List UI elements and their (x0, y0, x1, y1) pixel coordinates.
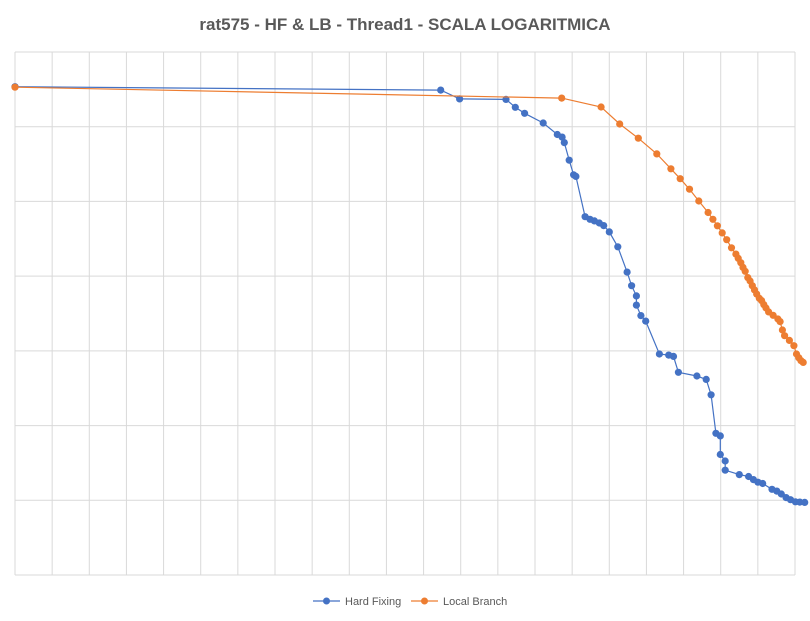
chart-title: rat575 - HF & LB - Thread1 - SCALA LOGAR… (199, 15, 610, 34)
data-point-hard-fixing (693, 372, 701, 380)
data-point-hard-fixing (511, 103, 519, 111)
data-point-hard-fixing (437, 86, 445, 94)
data-point-hard-fixing (721, 457, 729, 465)
data-point-hard-fixing (600, 222, 608, 230)
data-point-local-branch (790, 342, 798, 350)
data-point-local-branch (695, 197, 703, 205)
data-point-hard-fixing (669, 352, 678, 360)
data-point-local-branch (781, 332, 789, 340)
data-point-hard-fixing (759, 479, 767, 488)
data-point-local-branch (558, 94, 566, 102)
data-point-hard-fixing (456, 95, 464, 103)
plot-series (11, 83, 809, 506)
data-point-hard-fixing (801, 498, 809, 506)
data-point-hard-fixing (632, 292, 641, 300)
data-point-hard-fixing (614, 243, 622, 251)
data-point-hard-fixing (655, 350, 664, 358)
legend-label-local-branch: Local Branch (443, 596, 507, 608)
series-local-branch (11, 83, 807, 366)
data-point-local-branch (11, 83, 19, 91)
data-point-local-branch (776, 318, 784, 326)
data-point-hard-fixing (716, 450, 724, 459)
data-point-hard-fixing (735, 471, 743, 479)
data-point-hard-fixing (674, 368, 683, 376)
data-point-local-branch (597, 103, 605, 111)
data-point-hard-fixing (628, 282, 636, 290)
data-point-hard-fixing (623, 268, 631, 276)
data-point-local-branch (785, 336, 794, 344)
data-point-hard-fixing (707, 391, 715, 399)
data-point-local-branch (727, 244, 736, 252)
data-point-local-branch (778, 326, 787, 334)
legend: Hard Fixing Local Branch (313, 596, 507, 608)
data-point-local-branch (634, 134, 642, 142)
data-point-hard-fixing (572, 172, 580, 180)
data-point-hard-fixing (558, 133, 566, 141)
data-point-hard-fixing (642, 317, 650, 325)
data-point-local-branch (616, 120, 624, 128)
data-point-local-branch (723, 236, 731, 244)
data-point-local-branch (709, 215, 717, 223)
data-point-local-branch (676, 175, 684, 183)
data-point-hard-fixing (560, 139, 568, 147)
series-hard-fixing (11, 83, 809, 506)
legend-label-hard-fixing: Hard Fixing (345, 596, 401, 608)
legend-marker-local-branch (421, 597, 428, 605)
data-point-hard-fixing (539, 119, 547, 127)
legend-marker-hard-fixing (323, 597, 330, 605)
data-point-local-branch (704, 208, 712, 217)
data-point-local-branch (741, 267, 749, 275)
data-point-hard-fixing (632, 301, 641, 309)
data-point-hard-fixing (702, 375, 710, 383)
data-point-local-branch (653, 150, 661, 158)
data-point-local-branch (799, 358, 807, 366)
data-point-hard-fixing (637, 312, 645, 320)
data-point-local-branch (685, 185, 694, 193)
data-point-hard-fixing (721, 466, 729, 474)
plot-grid (14, 51, 796, 576)
data-point-local-branch (713, 222, 722, 230)
data-point-local-branch (667, 165, 675, 173)
data-point-local-branch (718, 229, 726, 237)
data-point-hard-fixing (565, 156, 573, 164)
data-point-hard-fixing (521, 109, 529, 117)
data-point-hard-fixing (716, 432, 724, 440)
data-point-hard-fixing (605, 228, 613, 236)
